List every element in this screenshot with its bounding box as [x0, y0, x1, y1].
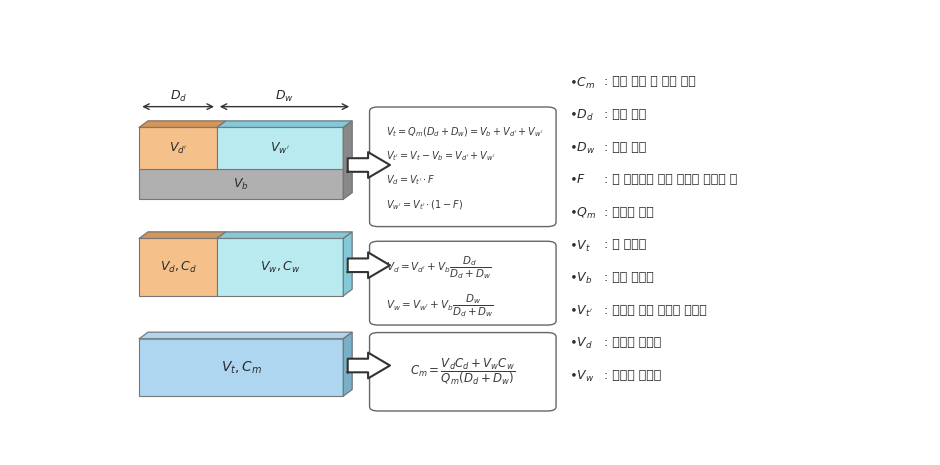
- FancyBboxPatch shape: [369, 107, 556, 226]
- Text: $\bullet V_w$: $\bullet V_w$: [570, 369, 595, 384]
- Text: $V_d = V_{d'} + V_b \dfrac{D_d}{D_d + D_w}$: $V_d = V_{d'} + V_b \dfrac{D_d}{D_d + D_…: [385, 254, 491, 281]
- Text: $V_t = Q_m(D_d + D_w) = V_b + V_{d'} + V_{w'}$: $V_t = Q_m(D_d + D_w) = V_b + V_{d'} + V…: [385, 125, 543, 139]
- Bar: [217, 127, 343, 169]
- Text: $V_t, C_m$: $V_t, C_m$: [221, 359, 262, 376]
- Text: $\bullet Q_m$: $\bullet Q_m$: [570, 206, 597, 221]
- Text: $\bullet V_{t'}$: $\bullet V_{t'}$: [570, 304, 593, 319]
- Text: $V_b$: $V_b$: [233, 176, 249, 192]
- Polygon shape: [343, 121, 352, 199]
- Text: $V_{d'}$: $V_{d'}$: [169, 140, 187, 156]
- Text: $\bullet V_b$: $\bullet V_b$: [570, 271, 593, 286]
- Text: $\bullet D_w$: $\bullet D_w$: [570, 140, 596, 156]
- Text: : 우기시 유입량: : 우기시 유입량: [604, 369, 662, 382]
- Polygon shape: [139, 121, 226, 127]
- Text: $V_w = V_{w'} + V_b \dfrac{D_w}{D_d + D_w}$: $V_w = V_{w'} + V_b \dfrac{D_w}{D_d + D_…: [385, 292, 494, 319]
- FancyBboxPatch shape: [369, 332, 556, 411]
- Text: $V_{w'} = V_{t'} \cdot (1 - F)$: $V_{w'} = V_{t'} \cdot (1 - F)$: [385, 198, 463, 212]
- Polygon shape: [343, 232, 352, 296]
- Bar: [217, 239, 343, 296]
- Text: : 기저 유입량: : 기저 유입량: [604, 271, 654, 284]
- Polygon shape: [139, 332, 352, 339]
- Text: $C_m = \dfrac{V_d C_d + V_w C_w}{Q_m(D_d + D_w)}$: $C_m = \dfrac{V_d C_d + V_w C_w}{Q_m(D_d…: [410, 356, 515, 387]
- Text: $\bullet V_d$: $\bullet V_d$: [570, 336, 593, 351]
- Polygon shape: [139, 232, 226, 239]
- Bar: [139, 127, 217, 169]
- Text: : 월평균 유량: : 월평균 유량: [604, 206, 654, 219]
- Text: : 총 유입량: : 총 유입량: [604, 239, 647, 252]
- Polygon shape: [343, 332, 352, 396]
- Text: $V_{t'} = V_t - V_b = V_{d'} + V_{w'}$: $V_{t'} = V_t - V_b = V_{d'} + V_{w'}$: [385, 149, 495, 163]
- FancyBboxPatch shape: [369, 241, 556, 325]
- Bar: [139, 239, 217, 296]
- Text: : 건기 일수: : 건기 일수: [604, 108, 647, 121]
- Text: : 강우에 의해 증가된 유입량: : 강우에 의해 증가된 유입량: [604, 304, 707, 317]
- Text: $\bullet D_d$: $\bullet D_d$: [570, 108, 594, 123]
- Bar: [139, 339, 343, 396]
- Polygon shape: [348, 152, 390, 178]
- Text: : 총 강우량에 대한 건기시 강우량 비: : 총 강우량에 대한 건기시 강우량 비: [604, 173, 737, 186]
- Text: : 강우 고려 월 평균 농도: : 강우 고려 월 평균 농도: [604, 75, 696, 88]
- Text: $D_d$: $D_d$: [169, 89, 187, 104]
- Text: $\bullet F$: $\bullet F$: [570, 173, 587, 186]
- Polygon shape: [348, 252, 390, 278]
- Text: $D_w$: $D_w$: [275, 89, 294, 104]
- Text: $\bullet V_t$: $\bullet V_t$: [570, 239, 591, 253]
- Polygon shape: [348, 352, 390, 379]
- Text: $V_{w'}$: $V_{w'}$: [270, 140, 290, 156]
- Text: $V_d, C_d$: $V_d, C_d$: [160, 259, 196, 275]
- Text: $V_w, C_w$: $V_w, C_w$: [260, 259, 300, 275]
- Text: $\bullet C_m$: $\bullet C_m$: [570, 75, 596, 91]
- Text: $V_d = V_{t'} \cdot F$: $V_d = V_{t'} \cdot F$: [385, 173, 435, 187]
- Text: : 우기 일수: : 우기 일수: [604, 140, 647, 153]
- Text: : 건기시 유입량: : 건기시 유입량: [604, 336, 662, 349]
- Polygon shape: [217, 121, 352, 127]
- Polygon shape: [217, 232, 352, 239]
- Bar: [139, 169, 343, 199]
